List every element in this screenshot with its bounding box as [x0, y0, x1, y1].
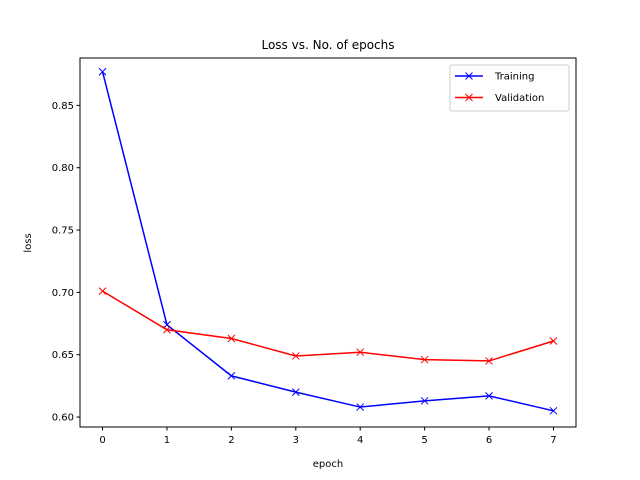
training-point [227, 372, 236, 380]
training-point [291, 388, 300, 396]
training-point [549, 406, 558, 415]
y-tick-label: 0.65 [52, 350, 74, 361]
y-tick-label: 0.70 [52, 288, 74, 299]
validation-point [356, 348, 365, 357]
y-tick-label: 0.60 [52, 413, 74, 424]
legend-training-label: Training [494, 72, 534, 83]
legend-validation-label: Validation [495, 93, 544, 104]
training-point [356, 403, 365, 411]
y-axis-ticks: 0.60 0.65 0.70 0.75 0.80 0.85 [52, 101, 80, 424]
plot-area-frame [79, 57, 577, 428]
x-tick-label: 5 [421, 435, 427, 446]
validation-point [98, 287, 107, 295]
validation-point [420, 355, 429, 364]
chart-title: Loss vs. No. of epochs [261, 38, 394, 52]
y-tick-label: 0.85 [52, 101, 74, 112]
y-axis-label: loss [23, 233, 34, 252]
training-point [420, 396, 429, 405]
validation-point [291, 352, 300, 360]
x-tick-label: 6 [486, 435, 492, 446]
training-series-line [101, 71, 554, 412]
x-tick-label: 2 [228, 435, 234, 446]
training-point [98, 67, 107, 76]
validation-point [227, 334, 236, 343]
x-tick-label: 0 [99, 435, 105, 446]
legend: Training Validation [449, 64, 570, 112]
validation-series-line [102, 290, 554, 362]
validation-point [163, 325, 171, 334]
y-tick-label: 0.75 [52, 226, 74, 237]
y-tick-label: 0.80 [52, 163, 74, 174]
x-tick-label: 1 [164, 435, 170, 446]
validation-point [549, 337, 558, 345]
legend-training-marker [465, 72, 473, 80]
series-group [98, 67, 558, 415]
training-point [485, 391, 493, 400]
validation-point [485, 357, 493, 365]
legend-validation-marker [465, 93, 473, 102]
x-tick-label: 7 [550, 435, 556, 446]
x-tick-label: 4 [357, 435, 363, 446]
x-axis-label: epoch [313, 459, 343, 470]
x-tick-label: 3 [293, 435, 299, 446]
x-axis-ticks: 0 1 2 3 4 5 6 7 [99, 427, 557, 446]
